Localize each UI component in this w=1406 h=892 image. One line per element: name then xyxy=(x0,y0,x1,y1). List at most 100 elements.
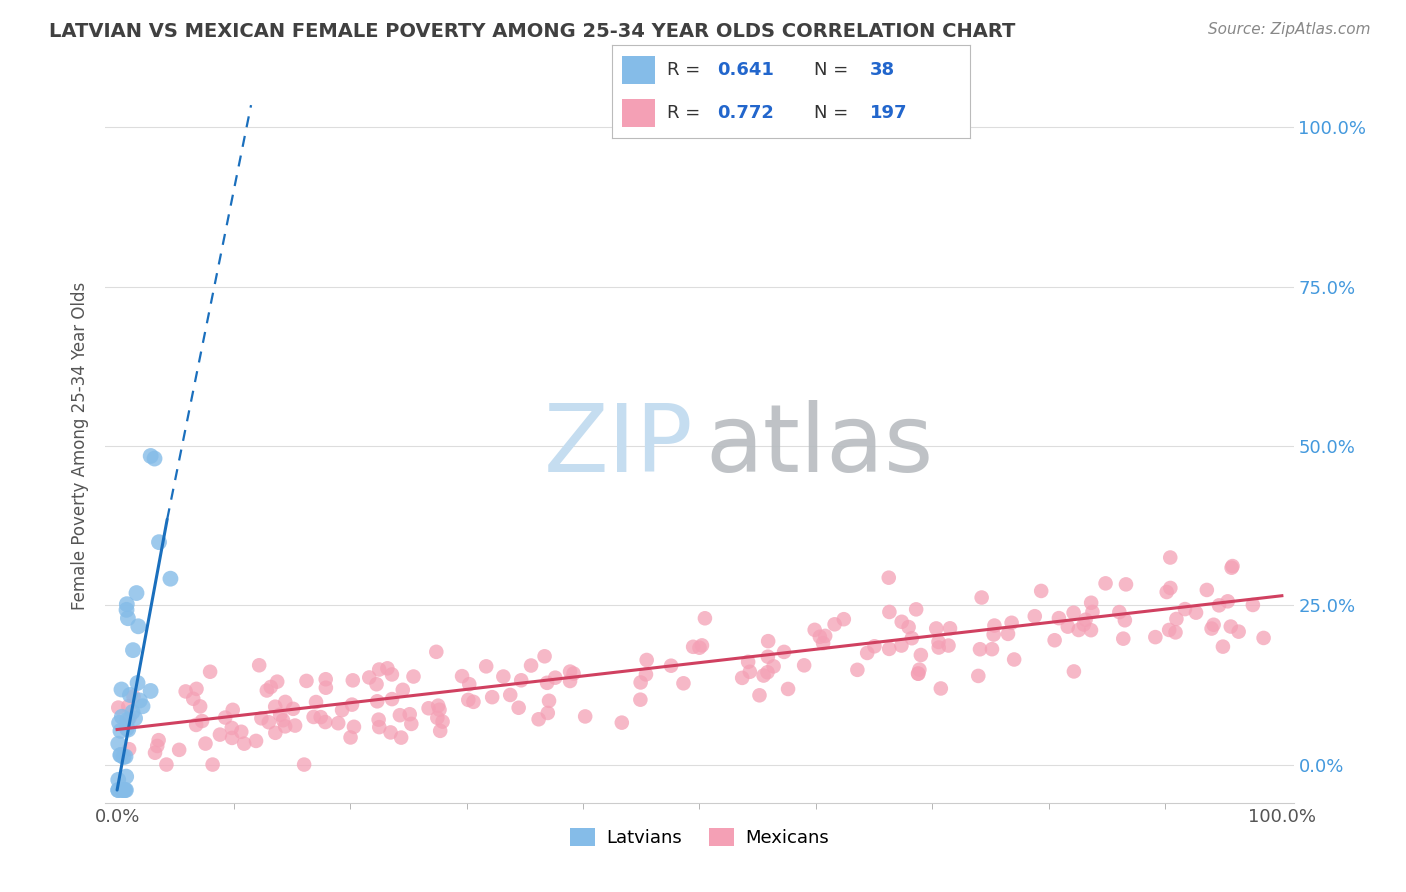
Point xyxy=(1220,560,1243,574)
Text: 0.641: 0.641 xyxy=(717,62,775,79)
Point xyxy=(115,722,138,736)
Point xyxy=(366,677,388,691)
Point xyxy=(630,675,652,690)
Point xyxy=(425,645,447,659)
Point xyxy=(938,639,960,653)
Point xyxy=(274,695,297,709)
Point xyxy=(793,658,815,673)
Point xyxy=(890,639,912,653)
Point xyxy=(112,783,135,797)
Point xyxy=(315,672,337,686)
Text: R =: R = xyxy=(668,103,700,121)
Point xyxy=(401,717,423,731)
Point xyxy=(367,713,389,727)
Point xyxy=(808,630,831,644)
Point xyxy=(194,737,217,751)
Point xyxy=(1024,609,1046,624)
Point xyxy=(125,586,148,600)
Point xyxy=(418,701,440,715)
Point xyxy=(221,721,243,735)
Point xyxy=(682,640,704,654)
Point xyxy=(1253,631,1275,645)
Point xyxy=(824,617,846,632)
Point xyxy=(271,713,294,727)
Point xyxy=(107,737,129,751)
Point xyxy=(628,692,651,706)
Point xyxy=(1115,577,1137,591)
Point xyxy=(256,683,278,698)
Point xyxy=(198,665,221,679)
Point xyxy=(1080,596,1102,610)
Point xyxy=(380,725,402,739)
Point xyxy=(776,681,799,696)
Point xyxy=(610,715,633,730)
Y-axis label: Female Poverty Among 25-34 Year Olds: Female Poverty Among 25-34 Year Olds xyxy=(72,282,90,610)
Point xyxy=(122,643,145,657)
Point xyxy=(1159,581,1181,595)
Point xyxy=(269,707,291,722)
Point xyxy=(112,783,135,797)
Point xyxy=(537,694,560,708)
Point xyxy=(558,665,581,679)
Point xyxy=(159,572,181,586)
Point xyxy=(1212,640,1234,654)
Point xyxy=(184,718,207,732)
Point xyxy=(536,676,558,690)
Point xyxy=(1043,633,1066,648)
Point xyxy=(690,639,713,653)
Point xyxy=(527,712,550,726)
Point xyxy=(114,749,136,764)
Point xyxy=(107,783,129,797)
Point xyxy=(693,611,716,625)
Point xyxy=(910,648,932,662)
Point xyxy=(315,681,337,695)
Point xyxy=(748,688,770,702)
Point xyxy=(214,710,236,724)
Point xyxy=(402,669,425,683)
Point xyxy=(1114,613,1136,627)
Point xyxy=(143,451,166,466)
Point xyxy=(111,783,134,797)
Point xyxy=(1063,665,1085,679)
Point xyxy=(389,731,412,745)
Point xyxy=(463,695,485,709)
Point xyxy=(222,703,245,717)
Point xyxy=(118,688,141,702)
Point xyxy=(458,677,481,691)
Point xyxy=(1067,623,1090,637)
Point xyxy=(533,649,555,664)
Point xyxy=(122,690,145,704)
Point xyxy=(388,708,411,723)
Point xyxy=(328,716,350,731)
Point xyxy=(121,705,143,719)
Point xyxy=(118,711,141,725)
Point xyxy=(117,699,139,714)
Point xyxy=(856,646,879,660)
Point xyxy=(260,680,283,694)
Point xyxy=(863,640,886,654)
Point xyxy=(148,535,170,549)
Point xyxy=(929,681,952,696)
Bar xyxy=(623,99,655,127)
Point xyxy=(890,615,912,629)
Point xyxy=(475,659,498,673)
Point xyxy=(737,655,759,669)
Point xyxy=(832,612,855,626)
Point xyxy=(429,723,451,738)
Point xyxy=(846,663,869,677)
Point xyxy=(148,733,170,747)
Point xyxy=(997,627,1019,641)
Point xyxy=(174,684,197,698)
Point xyxy=(672,676,695,690)
Point xyxy=(1081,605,1104,619)
Point xyxy=(108,715,131,730)
Point xyxy=(636,653,658,667)
Legend: Latvians, Mexicans: Latvians, Mexicans xyxy=(562,821,837,855)
Point xyxy=(773,645,796,659)
Point xyxy=(562,666,585,681)
Point xyxy=(1144,630,1167,644)
Point xyxy=(186,681,208,696)
Text: N =: N = xyxy=(814,103,848,121)
Point xyxy=(302,710,325,724)
Point xyxy=(295,673,318,688)
